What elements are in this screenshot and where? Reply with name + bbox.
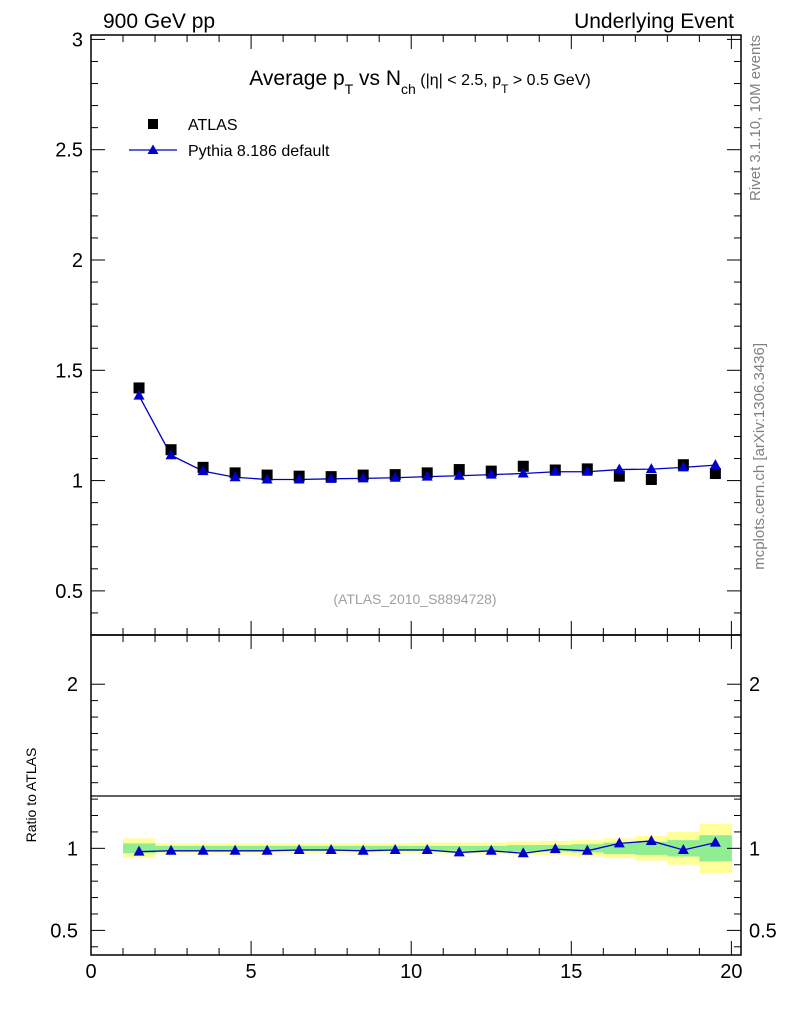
ratio-pythia-point xyxy=(421,843,433,854)
pythia-point xyxy=(677,461,689,472)
mcplots-label: mcplots.cern.ch [arXiv:1306.3436] xyxy=(751,343,768,570)
ratio-ylabel: Ratio to ATLAS xyxy=(23,748,39,843)
ratio-y-tick-label-right: 1 xyxy=(749,838,760,860)
ratio-pythia-point xyxy=(549,843,561,854)
legend-pythia-label: Pythia 8.186 default xyxy=(188,143,330,160)
pythia-point xyxy=(421,470,433,481)
pythia-point xyxy=(357,472,369,483)
ratio-axis-ticks xyxy=(90,635,741,955)
pythia-point xyxy=(389,471,401,482)
atlas-point xyxy=(645,473,657,485)
legend: ATLAS Pythia 8.186 default xyxy=(129,117,330,160)
main-y-tick-label: 2 xyxy=(72,250,83,272)
ratio-y-tick-label: 2 xyxy=(67,674,78,696)
pythia-point xyxy=(325,472,337,483)
main-y-tick-label: 1 xyxy=(72,471,83,493)
pythia-point xyxy=(613,463,625,474)
ratio-pythia-point xyxy=(261,844,273,855)
atlas-point xyxy=(613,470,625,482)
x-tick-label: 10 xyxy=(400,961,422,983)
ratio-series xyxy=(133,834,721,858)
ratio-pythia-point xyxy=(133,845,145,856)
tick-labels: 0 5 10 15 20 0.5 1 1.5 2 2.5 3 0.5 0.5 1 1 2 2 xyxy=(50,29,777,983)
ratio-y-tick-label-right: 2 xyxy=(749,674,760,696)
x-tick-label: 15 xyxy=(560,961,582,983)
pythia-point xyxy=(517,467,529,478)
main-y-tick-label: 0.5 xyxy=(55,581,83,603)
ratio-pythia-point xyxy=(453,846,465,857)
legend-atlas-label: ATLAS xyxy=(188,117,238,134)
ratio-pythia-point xyxy=(293,843,305,854)
main-y-tick-label: 1.5 xyxy=(55,360,83,382)
ratio-pythia-point xyxy=(581,844,593,855)
pythia-point xyxy=(709,459,721,470)
pythia-point xyxy=(133,389,145,400)
x-tick-label: 20 xyxy=(720,961,742,983)
legend-pythia-marker xyxy=(147,144,159,154)
pythia-point xyxy=(645,463,657,474)
ratio-pythia-point xyxy=(645,834,657,845)
legend-atlas-marker xyxy=(148,119,158,129)
x-tick-label: 0 xyxy=(85,961,96,983)
chart-title: Average pT vs Nch (|η| < 2.5, pT > 0.5 G… xyxy=(249,67,590,97)
ratio-y-tick-label: 1 xyxy=(67,838,78,860)
pythia-point xyxy=(229,471,241,482)
rivet-label: Rivet 3.1.10, 10M events xyxy=(747,35,764,201)
ratio-pythia-point xyxy=(197,844,209,855)
main-y-tick-label: 3 xyxy=(72,29,83,51)
header-right: Underlying Event xyxy=(574,10,734,33)
ratio-pythia-point xyxy=(389,843,401,854)
pythia-point xyxy=(581,465,593,476)
pythia-point xyxy=(549,465,561,476)
main-y-tick-label: 2.5 xyxy=(55,140,83,162)
main-series xyxy=(133,382,721,485)
pythia-point xyxy=(197,465,209,476)
pythia-point xyxy=(293,473,305,484)
reference-label: (ATLAS_2010_S8894728) xyxy=(333,591,496,607)
ratio-band-stat xyxy=(635,841,668,855)
atlas-point xyxy=(709,468,721,480)
x-tick-label: 5 xyxy=(246,961,257,983)
pythia-point xyxy=(485,468,497,479)
atlas-point xyxy=(133,382,145,394)
ratio-plot-frame xyxy=(90,634,742,956)
pythia-line xyxy=(138,395,716,481)
ratio-pythia-point xyxy=(613,837,625,848)
atlas-point xyxy=(453,464,465,476)
ratio-pythia-point xyxy=(709,836,721,847)
pythia-point xyxy=(261,473,273,484)
ratio-pythia-point xyxy=(357,844,369,855)
ratio-band-stat xyxy=(603,842,636,855)
header-left: 900 GeV pp xyxy=(103,10,215,33)
ratio-pythia-point xyxy=(677,843,689,854)
main-axis-ticks xyxy=(90,35,741,635)
ratio-pythia-point xyxy=(485,844,497,855)
atlas-point xyxy=(517,460,529,472)
ratio-y-tick-label-right: 0.5 xyxy=(749,920,777,942)
ratio-pythia-point xyxy=(165,844,177,855)
pythia-point xyxy=(165,449,177,460)
ratio-pythia-point xyxy=(325,843,337,854)
ratio-y-tick-label: 0.5 xyxy=(50,920,78,942)
pythia-point xyxy=(453,469,465,480)
ratio-pythia-point xyxy=(229,844,241,855)
ratio-pythia-point xyxy=(517,847,529,858)
